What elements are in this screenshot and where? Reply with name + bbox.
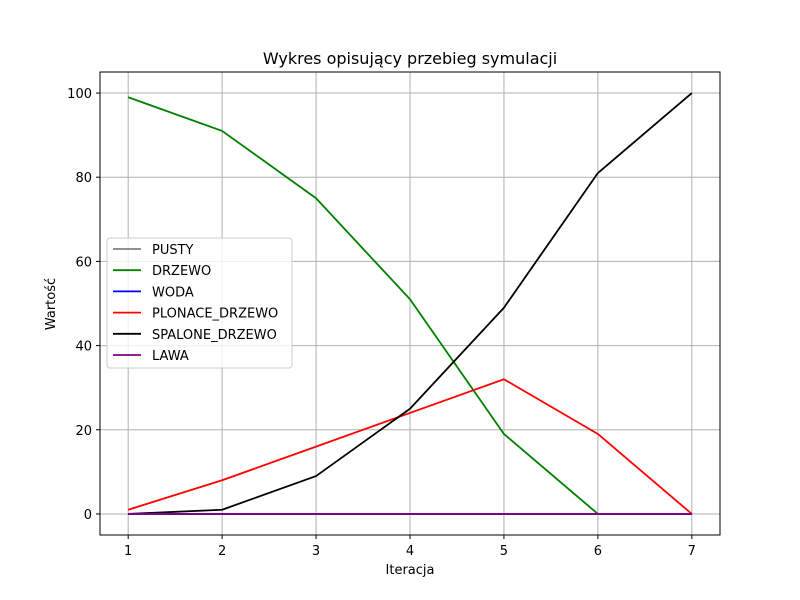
legend-label-spalone-drzewo: SPALONE_DRZEWO: [152, 328, 277, 343]
axis-ticks: 1 2 3 4 5 6 7 0 20 40 60 80 100: [67, 87, 696, 559]
y-tick-label: 20: [75, 424, 92, 439]
x-tick-label: 2: [218, 544, 226, 559]
legend-label-woda: WODA: [152, 285, 194, 300]
legend-label-plonace-drzewo: PLONACE_DRZEWO: [152, 307, 278, 322]
x-axis-title: Iteracja: [386, 563, 435, 578]
chart-title: Wykres opisujący przebieg symulacji: [263, 49, 557, 68]
x-tick-label: 3: [312, 544, 320, 559]
series-line-drzewo: [127, 96, 599, 515]
x-tick-label: 7: [688, 544, 696, 559]
legend-label-lawa: LAWA: [152, 349, 189, 364]
x-tick-label: 6: [594, 544, 602, 559]
legend-label-drzewo: DRZEWO: [152, 264, 211, 279]
legend: PUSTY DRZEWO WODA PLONACE_DRZEWO SPALONE_DRZ…: [106, 237, 293, 369]
series-lines: [127, 92, 693, 515]
y-tick-label: 40: [75, 340, 92, 355]
y-tick-label: 100: [67, 87, 92, 102]
legend-label-pusty: PUSTY: [152, 243, 194, 258]
series-line-plonace-drzewo: [127, 378, 693, 515]
x-tick-label: 5: [500, 544, 508, 559]
x-tick-label: 4: [406, 544, 414, 559]
x-tick-label: 1: [124, 544, 132, 559]
series-line-spalone-drzewo: [128, 92, 693, 515]
y-axis-title: Wartość: [44, 278, 59, 330]
y-tick-label: 60: [75, 255, 92, 270]
y-tick-label: 80: [75, 171, 92, 186]
legend-box: [106, 237, 293, 369]
y-tick-label: 0: [84, 508, 92, 523]
